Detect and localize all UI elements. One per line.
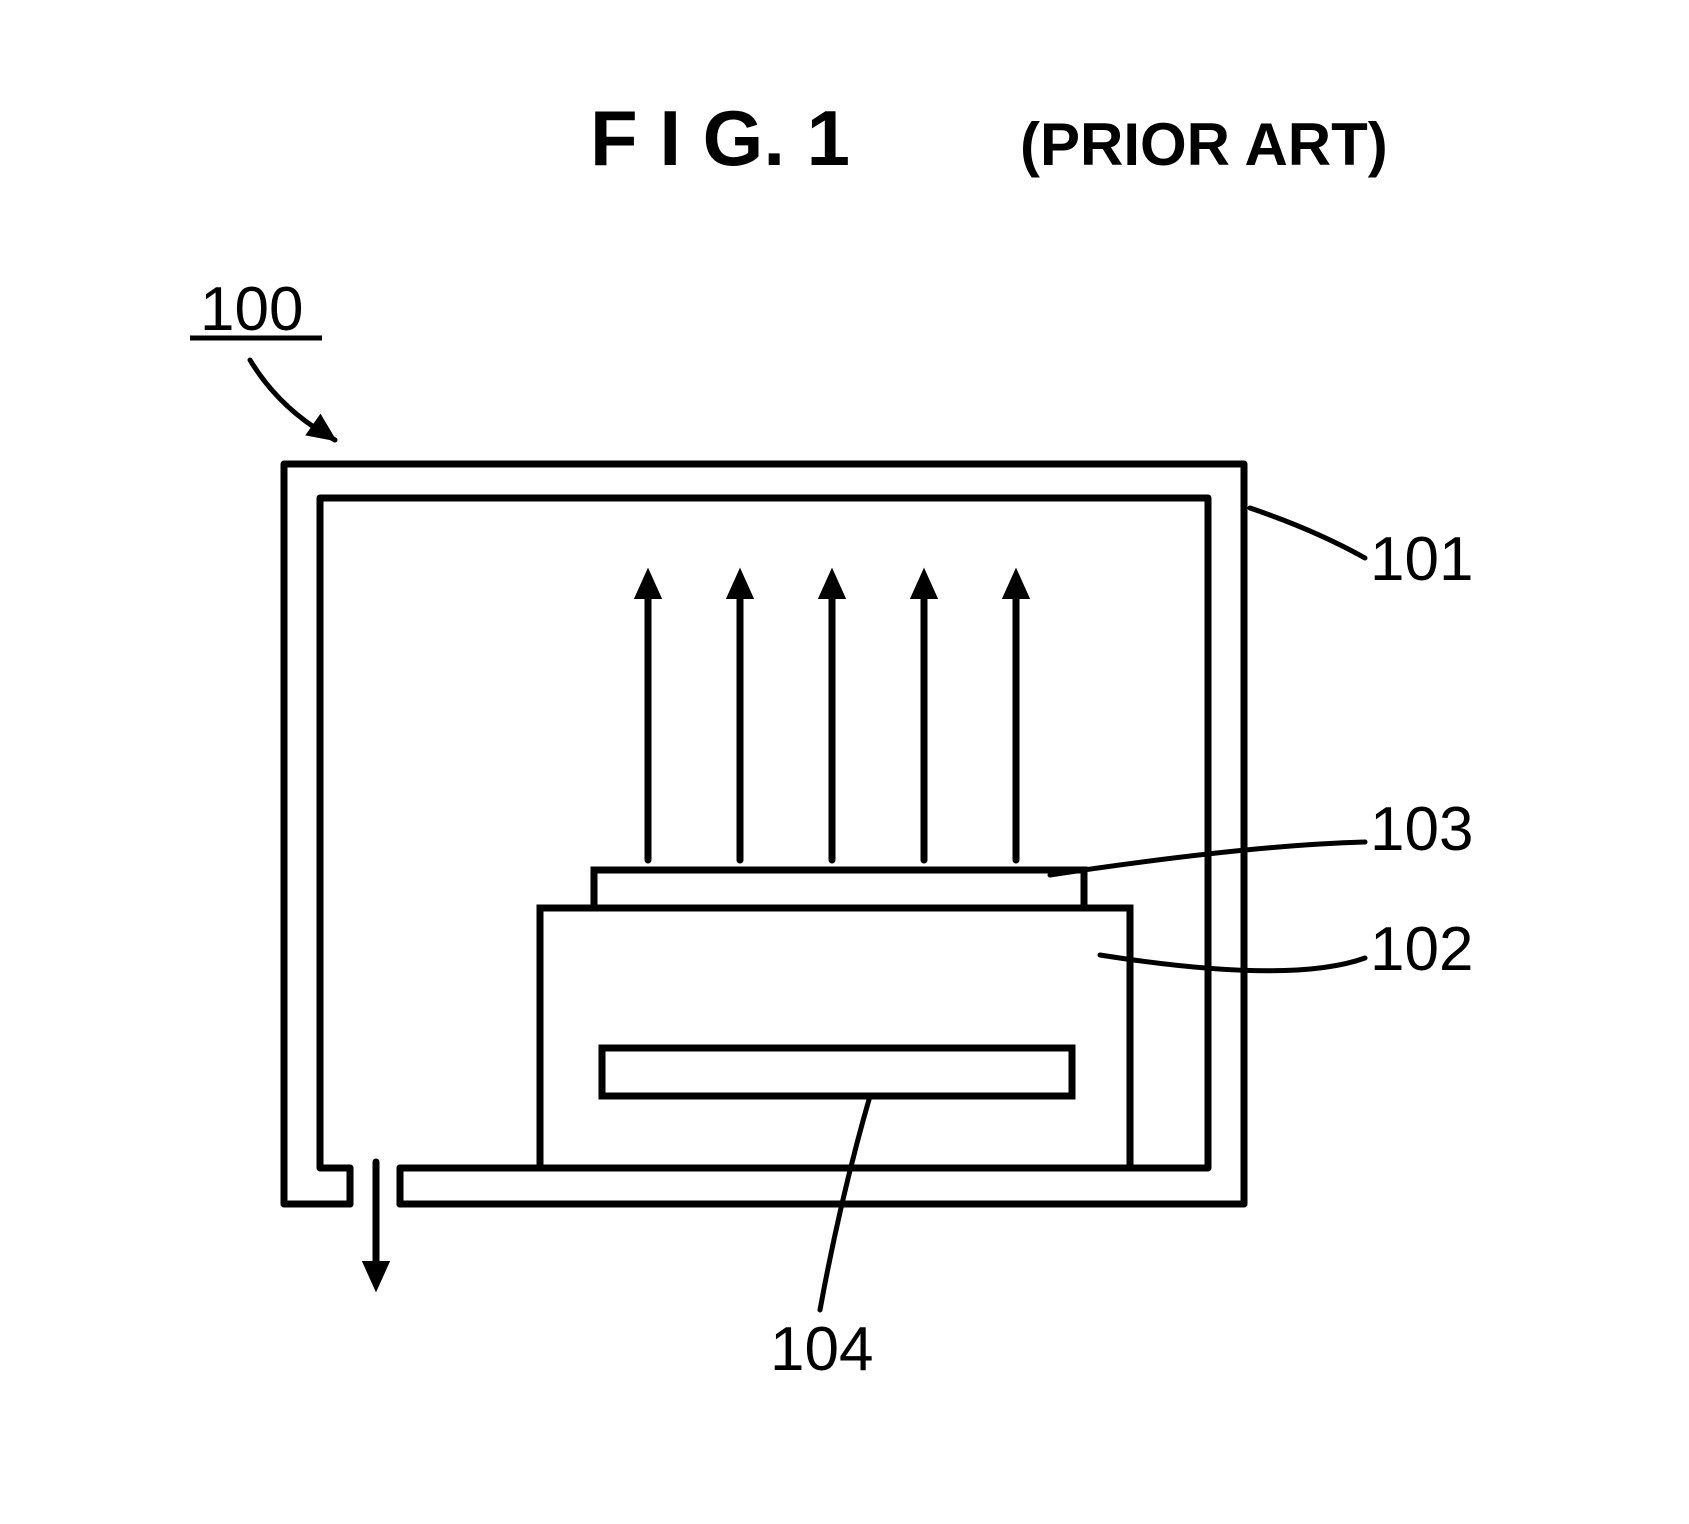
figure-title: F I G. 1 [590, 94, 850, 182]
ref-101-label: 101 [1370, 525, 1473, 594]
figure-subtitle: (PRIOR ART) [1020, 111, 1388, 178]
stage-block-102 [540, 908, 1130, 1168]
ref-100-label: 100 [200, 275, 303, 344]
heater-104 [602, 1048, 1072, 1096]
ref-104-label: 104 [770, 1315, 873, 1384]
ref-103-label: 103 [1370, 795, 1473, 864]
substrate-103 [594, 870, 1084, 908]
ref-102-label: 102 [1370, 915, 1473, 984]
